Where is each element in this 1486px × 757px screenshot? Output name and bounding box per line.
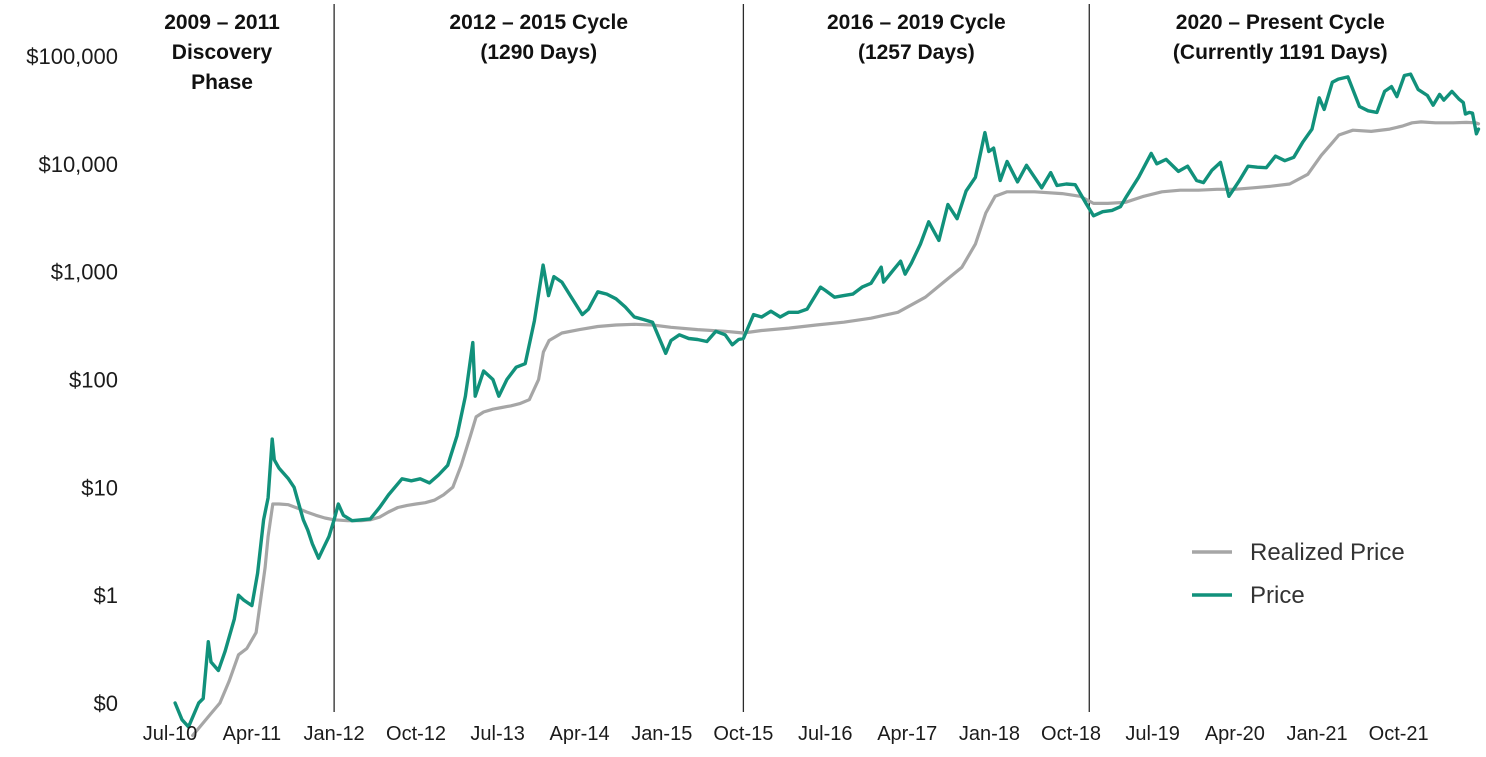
cycle-2-label-line-1: 2012 – 2015 Cycle	[449, 11, 628, 34]
price-series-line	[173, 72, 1481, 729]
cycle-1-label-line-3: Phase	[191, 71, 253, 94]
x-tick-label: Jan-15	[631, 723, 692, 745]
y-tick-label: $0	[94, 691, 118, 716]
cycle-1-label-line-2: Discovery	[172, 41, 273, 64]
cycle-2-label-line-2: (1290 Days)	[480, 41, 597, 64]
y-tick-label: $1	[94, 583, 118, 608]
x-tick-label: Oct-15	[713, 723, 773, 745]
cycle-4-label-line-2: (Currently 1191 Days)	[1173, 41, 1388, 64]
y-axis-ticks: $0 $1 $10 $100 $1,000 $10,000 $100,000	[26, 44, 118, 716]
x-axis-ticks: Jul-10 Apr-11 Jan-12 Oct-12 Jul-13 Apr-14 Jan-…	[143, 723, 1429, 745]
x-tick-label: Oct-12	[386, 723, 446, 745]
x-tick-label: Jul-16	[798, 723, 852, 745]
x-tick-label: Jul-19	[1125, 723, 1179, 745]
x-tick-label: Jul-13	[470, 723, 524, 745]
cycle-3-label-line-1: 2016 – 2019 Cycle	[827, 11, 1006, 34]
legend-label-realized: Realized Price	[1250, 539, 1405, 566]
cycle-dividers	[333, 4, 1090, 712]
cycle-labels: 2009 – 2011 Discovery Phase 2012 – 2015 Cyc…	[164, 11, 1388, 94]
legend: Realized Price Price	[1192, 539, 1405, 609]
cycle-4-label-line-1: 2020 – Present Cycle	[1176, 11, 1385, 34]
x-tick-label: Jan-12	[304, 723, 365, 745]
cycle-1-label-line-1: 2009 – 2011	[164, 11, 280, 34]
x-tick-label: Jan-18	[959, 723, 1020, 745]
y-tick-label: $10	[81, 475, 118, 500]
x-tick-label: Apr-17	[877, 723, 937, 745]
x-tick-label: Jul-10	[143, 723, 197, 745]
realized-price-series-line	[191, 120, 1481, 738]
x-tick-label: Oct-21	[1369, 723, 1429, 745]
y-tick-label: $10,000	[38, 152, 118, 177]
x-tick-label: Apr-11	[223, 723, 282, 745]
series-lines	[173, 72, 1481, 738]
x-tick-label: Apr-20	[1205, 723, 1265, 745]
x-tick-label: Oct-18	[1041, 723, 1101, 745]
y-tick-label: $100,000	[26, 44, 118, 69]
cycle-3-label-line-2: (1257 Days)	[858, 41, 975, 64]
legend-label-price: Price	[1250, 582, 1305, 609]
y-tick-label: $1,000	[51, 260, 118, 285]
x-tick-label: Apr-14	[550, 723, 610, 745]
x-tick-label: Jan-21	[1286, 723, 1347, 745]
y-tick-label: $100	[69, 368, 118, 393]
